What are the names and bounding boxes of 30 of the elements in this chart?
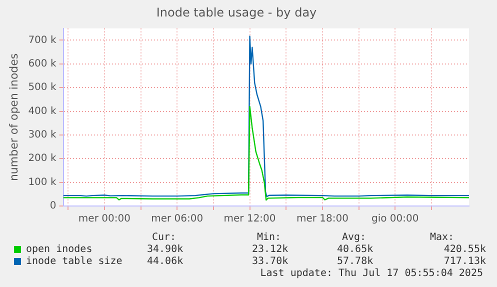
text: 420.55k bbox=[442, 244, 486, 255]
x-tick-label: gio 00:00 bbox=[371, 214, 419, 225]
y-axis-title: number of open inodes bbox=[7, 53, 20, 182]
y-tick-label: 300 k bbox=[28, 130, 56, 141]
y-tick-label: 500 k bbox=[28, 82, 56, 94]
y-tick-label: 400 k bbox=[28, 106, 56, 117]
text: 34.90k bbox=[147, 244, 184, 255]
y-tick-label: 100 k bbox=[28, 176, 56, 188]
text: 33.70k bbox=[252, 256, 290, 267]
text: 23.12k bbox=[252, 244, 290, 255]
x-tick-label: mer 06:00 bbox=[151, 214, 204, 225]
y-tick-label: 0 bbox=[50, 200, 56, 212]
text: 57.78k bbox=[337, 256, 374, 267]
chart-title: Inode table usage - by day bbox=[156, 5, 317, 20]
y-tick-label: 600 k bbox=[28, 58, 56, 70]
x-tick-label: mer 00:00 bbox=[78, 214, 130, 225]
y-tick-label: 200 k bbox=[28, 153, 56, 164]
legend-label: inode table size bbox=[26, 256, 122, 267]
x-tick-label: mer 12:00 bbox=[224, 214, 276, 225]
text: Avg: bbox=[342, 232, 366, 243]
text: Min: bbox=[257, 232, 282, 243]
text: 717.13k bbox=[442, 256, 486, 267]
text: 40.65k bbox=[337, 244, 374, 255]
text: Last update: Thu Jul 17 05:55:04 2025 bbox=[260, 268, 483, 279]
y-tick-label: 700 k bbox=[28, 34, 56, 46]
x-tick-label: mer 18:00 bbox=[296, 214, 348, 225]
text: 44.06k bbox=[147, 256, 184, 267]
legend-label: open inodes bbox=[26, 244, 92, 255]
text: Cur: bbox=[152, 232, 176, 243]
text: Max: bbox=[430, 232, 454, 243]
